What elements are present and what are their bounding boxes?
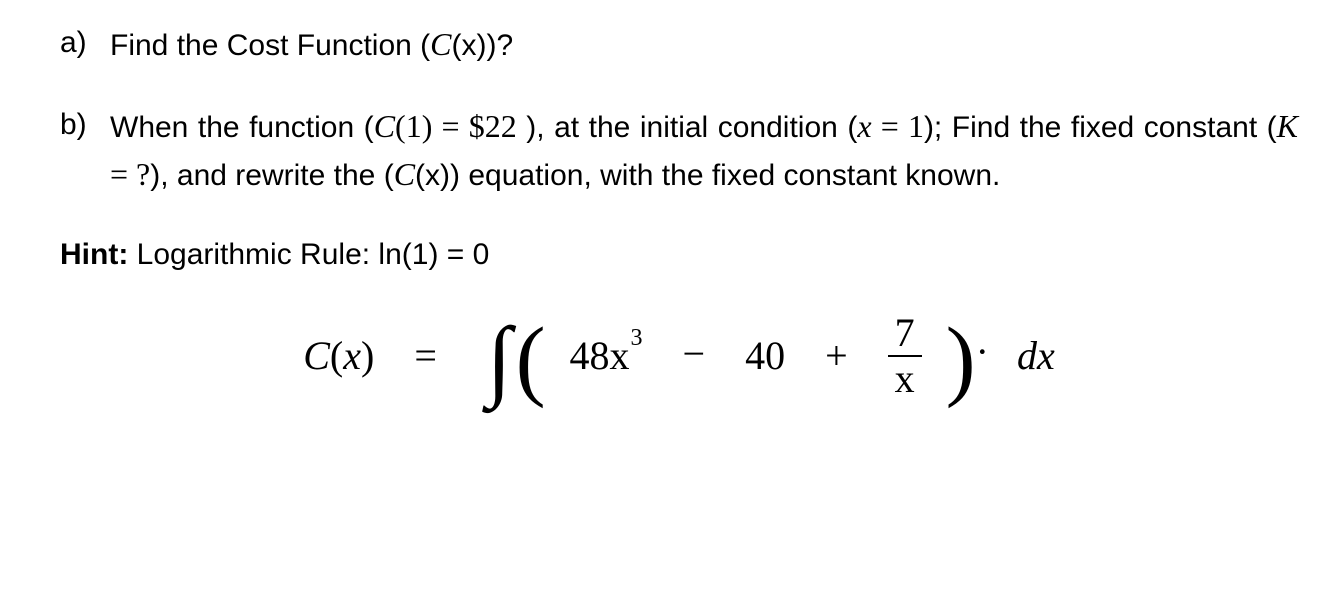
- b-seg3: ); Find the fixed constant (: [924, 111, 1277, 144]
- b-eq2: =: [872, 108, 908, 144]
- item-b-label: b): [60, 102, 110, 198]
- b-eq3: =: [110, 156, 136, 192]
- hint-line: Hint: Logarithmic Rule: ln(1) = 0: [60, 232, 1298, 277]
- eqn-term1-coeff: 48x: [570, 336, 630, 376]
- item-a: a) Find the Cost Function (C(x))?: [60, 20, 1298, 68]
- hint-rest: Logarithmic Rule: ln(1) = 0: [128, 238, 489, 271]
- b-Cx: C: [394, 156, 415, 192]
- eqn-plus: +: [825, 336, 848, 376]
- b-eq1: =: [432, 108, 468, 144]
- eqn-dx-d: d: [1017, 336, 1037, 376]
- eqn-fraction: 7 x: [888, 313, 922, 399]
- close-paren-icon: ): [946, 328, 976, 391]
- b-C1of: (1): [395, 108, 432, 144]
- item-b-body: When the function (C(1) = $22 ), at the …: [110, 102, 1298, 198]
- eqn-lhs-close: ): [361, 336, 374, 376]
- b-seg5: ) equation, with the fixed constant know…: [450, 159, 1000, 192]
- equation: C ( x ) = ∫ ( 48x 3 − 40 + 7 x ) ·: [303, 313, 1055, 399]
- b-one: 1: [908, 108, 924, 144]
- eqn-dot: ·: [976, 332, 989, 372]
- eqn-equals: =: [414, 336, 437, 376]
- eqn-lhs-x: x: [343, 336, 361, 376]
- a-text-post: )?: [486, 29, 513, 62]
- a-C: C: [430, 26, 451, 62]
- b-seg4: ), and rewrite the (: [150, 159, 393, 192]
- eqn-frac-den: x: [888, 357, 922, 399]
- a-Cof: (x): [452, 29, 487, 62]
- b-C1: C: [374, 108, 395, 144]
- b-q: ?: [136, 156, 150, 192]
- equation-wrap: C ( x ) = ∫ ( 48x 3 − 40 + 7 x ) ·: [60, 313, 1298, 399]
- b-val22: $22: [469, 108, 517, 144]
- a-text-pre: Find the Cost Function (: [110, 29, 430, 62]
- item-b: b) When the function (C(1) = $22 ), at t…: [60, 102, 1298, 198]
- b-Cxof: (x): [415, 159, 450, 192]
- eqn-term1-exp: 3: [631, 326, 643, 350]
- b-x: x: [857, 108, 871, 144]
- integral-sign-icon: ∫: [487, 324, 512, 396]
- b-seg1: When the function (: [110, 111, 374, 144]
- eqn-lhs-open: (: [330, 336, 343, 376]
- eqn-frac-num: 7: [888, 313, 922, 357]
- eqn-dx-x: x: [1037, 336, 1055, 376]
- item-a-body: Find the Cost Function (C(x))?: [110, 20, 1298, 68]
- item-a-label: a): [60, 20, 110, 68]
- b-seg2: ), at the initial condition (: [517, 111, 858, 144]
- open-paren-icon: (: [516, 328, 546, 391]
- eqn-minus: −: [683, 334, 706, 374]
- b-K: K: [1277, 108, 1298, 144]
- page: a) Find the Cost Function (C(x))? b) Whe…: [0, 0, 1338, 419]
- eqn-lhs-C: C: [303, 336, 330, 376]
- eqn-term2: 40: [745, 336, 785, 376]
- hint-bold: Hint:: [60, 238, 128, 271]
